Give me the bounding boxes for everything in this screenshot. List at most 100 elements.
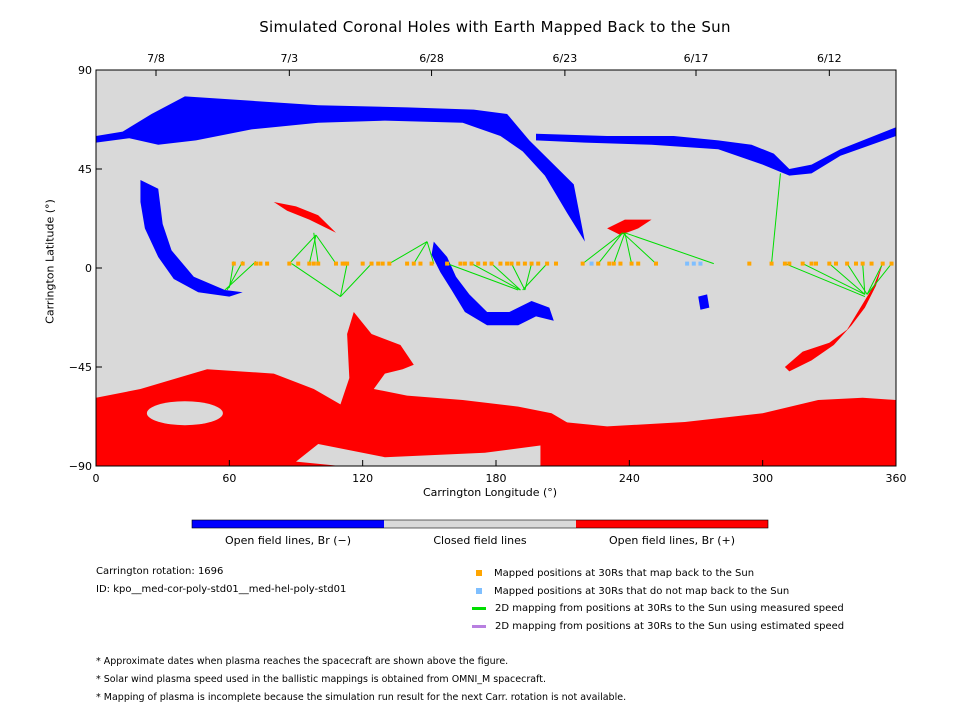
mapping-line — [224, 261, 257, 291]
mapped-position-point — [489, 261, 494, 266]
mapped-position-point — [554, 261, 558, 266]
orange-square-icon — [476, 570, 482, 576]
legend-estimated-label: 2D mapping from positions at 30Rs to the… — [495, 620, 845, 632]
mapping-line — [511, 263, 526, 291]
mapped-position-point — [476, 261, 481, 266]
chart-title: Simulated Coronal Holes with Earth Mappe… — [259, 18, 731, 36]
mapped-position-point — [769, 261, 774, 266]
legend-mapped: Mapped positions at 30Rs that map back t… — [476, 566, 754, 580]
mapped-position-point — [342, 261, 347, 266]
mapped-position-point — [307, 261, 312, 266]
carrington-rotation: Carrington rotation: 1696 — [96, 566, 224, 577]
y-tick-label: −90 — [69, 460, 92, 473]
mapped-position-point — [418, 261, 423, 266]
colorbar-positive — [576, 520, 768, 528]
mapping-line — [597, 232, 624, 264]
purple-line-icon — [472, 624, 486, 628]
x-tick-label: 0 — [93, 472, 100, 485]
mapping-line — [446, 263, 519, 291]
mapping-line — [613, 232, 626, 264]
mapped-position-point — [814, 261, 818, 266]
mapped-position-point — [340, 261, 345, 266]
x-tick-label: 180 — [486, 472, 507, 485]
mapping-line — [389, 241, 428, 265]
north-negative-hole — [96, 96, 585, 242]
mapped-position-point — [405, 261, 410, 266]
mapped-position-point — [618, 261, 623, 266]
mapping-line — [624, 232, 714, 265]
mapped-position-point — [845, 261, 850, 266]
small-positive-hole-b — [607, 219, 652, 235]
mapping-line — [291, 263, 341, 298]
mapped-position-point — [782, 261, 787, 266]
mapped-position-point — [869, 261, 874, 266]
mapped-position-point — [880, 261, 885, 266]
mapped-position-point — [834, 261, 838, 266]
legend-measured: 2D mapping from positions at 30Rs to the… — [472, 601, 844, 615]
mapped-position-point — [296, 261, 301, 266]
mapping-line — [582, 232, 623, 264]
mapped-position-point — [787, 261, 792, 266]
mapped-position-point — [580, 261, 585, 266]
mapped-position-point — [376, 261, 381, 266]
colorbar-closed — [384, 520, 576, 528]
mapped-position-point — [334, 261, 338, 266]
mapped-position-point — [387, 261, 392, 266]
mapped-position-point — [747, 261, 752, 266]
y-tick-label: −45 — [69, 361, 92, 374]
mapped-position-point — [482, 261, 487, 266]
mapped-position-point — [254, 261, 258, 266]
top-date-label: 6/17 — [684, 52, 709, 65]
small-negative-hole — [698, 294, 710, 310]
x-tick-label: 120 — [352, 472, 373, 485]
mapped-position-point — [509, 261, 514, 266]
mapping-line — [313, 232, 319, 264]
mapped-position-point — [854, 261, 858, 266]
colorbar-closed-label: Closed field lines — [433, 534, 527, 547]
note-dates: * Approximate dates when plasma reaches … — [96, 656, 509, 667]
run-id: ID: kpo__med-cor-poly-std01__med-hel-pol… — [96, 584, 347, 595]
x-tick-label: 300 — [752, 472, 773, 485]
y-tick-label: 45 — [78, 163, 92, 176]
mapped-position-point — [827, 261, 832, 266]
mapping-line — [228, 261, 235, 288]
mapping-line — [866, 263, 884, 295]
mapped-position-point — [429, 261, 434, 266]
mapped-position-point — [458, 261, 463, 266]
mapped-position-point — [545, 261, 550, 266]
lightblue-square-icon — [476, 588, 482, 594]
mapped-position-point — [462, 261, 467, 266]
mapped-position-point — [498, 261, 503, 266]
mapping-line — [829, 263, 866, 295]
mapped-position-point — [611, 261, 616, 266]
mapped-position-point — [445, 261, 450, 266]
mapping-line — [340, 263, 372, 297]
mapping-line — [413, 241, 428, 264]
mapped-position-point — [369, 261, 374, 266]
y-axis-label: Carrington Latitude (°) — [43, 199, 57, 324]
mapped-position-point — [529, 261, 534, 266]
south-positive-extension — [540, 397, 896, 466]
mapping-line — [846, 263, 868, 295]
east-positive-hole — [784, 263, 883, 372]
mapping-line — [288, 234, 317, 264]
mapped-position-point — [258, 261, 263, 266]
mapped-position-point — [629, 261, 634, 266]
mapped-position-point — [240, 261, 245, 266]
colorbar-frame — [191, 519, 769, 529]
x-tick-label: 240 — [619, 472, 640, 485]
mapping-line — [802, 263, 866, 295]
mapped-position-point — [636, 261, 641, 266]
unmapped-position-point — [685, 261, 690, 266]
mapped-position-point — [265, 261, 270, 266]
mapping-line — [624, 232, 633, 264]
mapped-position-point — [889, 261, 894, 266]
colorbar-negative-label: Open field lines, Br (−) — [224, 534, 352, 547]
mapping-line — [784, 263, 866, 298]
central-negative-hole — [431, 241, 554, 326]
mapped-position-point — [231, 261, 236, 266]
y-tick-label: 0 — [85, 262, 92, 275]
mapping-line — [524, 263, 533, 291]
mapping-line — [491, 263, 521, 291]
